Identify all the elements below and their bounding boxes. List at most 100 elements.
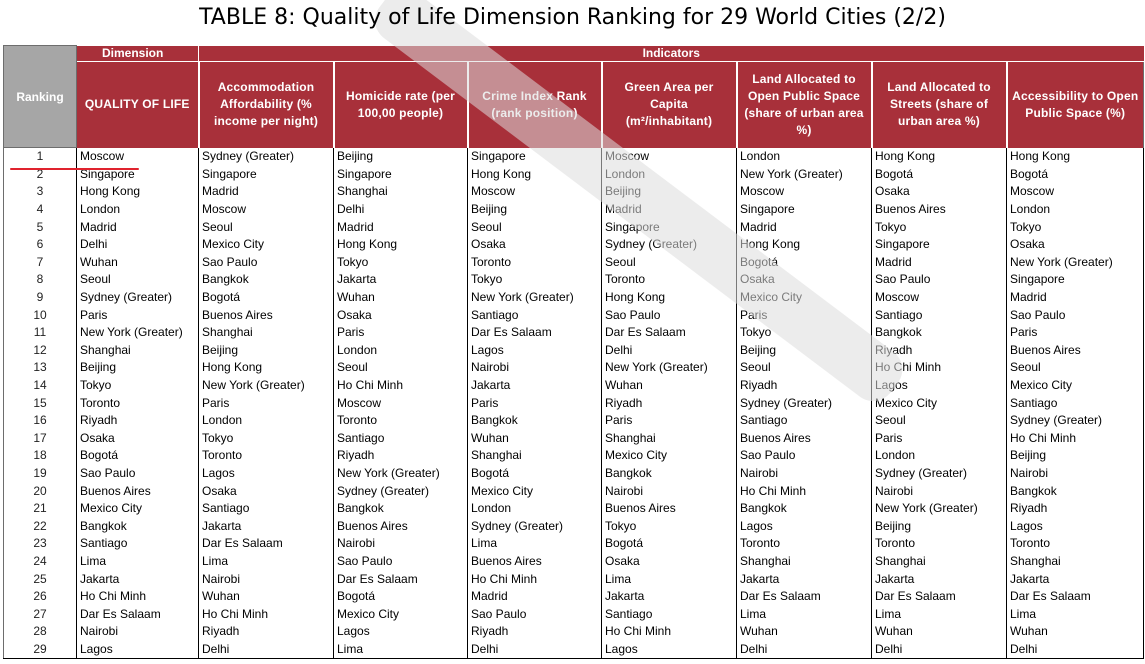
- city-cell: Ho Chi Minh: [871, 359, 1007, 377]
- rank-cell: 8: [3, 271, 77, 289]
- city-cell: Delhi: [736, 640, 872, 660]
- city-cell: Sao Paulo: [871, 271, 1007, 289]
- ranking-table: Ranking Dimension Indicators QUALITY OF …: [3, 45, 1144, 660]
- city-cell: Sao Paulo: [467, 605, 602, 624]
- city-cell: Sydney (Greater): [76, 288, 199, 307]
- city-cell: Jakarta: [76, 570, 199, 588]
- city-cell: Ho Chi Minh: [736, 482, 872, 500]
- city-cell: Ho Chi Minh: [76, 587, 199, 606]
- city-cell: Delhi: [871, 640, 1007, 660]
- city-cell: Sydney (Greater): [871, 464, 1007, 483]
- city-cell: Singapore: [601, 218, 737, 236]
- highlight-underline: [10, 168, 139, 170]
- table-row: 19 Sao Paulo Lagos New York (Greater) Bogotá…: [3, 464, 1144, 483]
- city-cell: Bangkok: [198, 271, 334, 289]
- rank-cell: 12: [3, 341, 77, 360]
- city-cell: Dar Es Salaam: [467, 323, 602, 342]
- city-cell: Jakarta: [871, 570, 1007, 588]
- city-cell: Toronto: [333, 411, 468, 430]
- city-cell: Seoul: [601, 253, 737, 272]
- city-cell: Hong Kong: [601, 288, 737, 307]
- table-row: 17 Osaka Tokyo Santiago Wuhan Shanghai Buenos …: [3, 429, 1144, 448]
- city-cell: Sao Paulo: [601, 306, 737, 324]
- city-cell: Paris: [1006, 323, 1144, 342]
- city-cell: Tokyo: [467, 271, 602, 289]
- rank-cell: 6: [3, 235, 77, 254]
- city-cell: Shanghai: [467, 447, 602, 465]
- city-cell: Hong Kong: [198, 359, 334, 377]
- rank-cell: 1: [3, 147, 77, 166]
- city-cell: Moscow: [333, 394, 468, 412]
- city-cell: Hong Kong: [467, 165, 602, 184]
- city-cell: Nairobi: [871, 482, 1007, 500]
- city-cell: Seoul: [333, 359, 468, 377]
- city-cell: Madrid: [333, 218, 468, 236]
- rank-cell: 5: [3, 218, 77, 236]
- city-cell: Moscow: [76, 147, 199, 166]
- city-cell: Santiago: [198, 499, 334, 518]
- city-cell: Ho Chi Minh: [198, 605, 334, 624]
- city-cell: Singapore: [333, 165, 468, 184]
- city-cell: Mexico City: [333, 605, 468, 624]
- table-row: 5 Madrid Seoul Madrid Seoul Singapore Madrid To…: [3, 218, 1144, 236]
- city-cell: Lagos: [76, 640, 199, 660]
- city-cell: Madrid: [198, 183, 334, 201]
- city-cell: Lima: [198, 552, 334, 571]
- city-cell: Paris: [76, 306, 199, 324]
- city-cell: Toronto: [736, 535, 872, 553]
- city-cell: Seoul: [198, 218, 334, 236]
- city-cell: Toronto: [601, 271, 737, 289]
- city-cell: Jakarta: [601, 587, 737, 606]
- table-row: 22 Bangkok Jakarta Buenos Aires Sydney (Grea…: [3, 517, 1144, 536]
- column-header-crime-index-rank: Crime Index Rank (rank position): [467, 61, 603, 148]
- city-cell: Lima: [601, 570, 737, 588]
- city-cell: Toronto: [871, 535, 1007, 553]
- city-cell: Sydney (Greater): [736, 394, 872, 412]
- city-cell: New York (Greater): [1006, 253, 1144, 272]
- table-row: 20 Buenos Aires Osaka Sydney (Greater) Mexic…: [3, 482, 1144, 500]
- city-cell: Toronto: [467, 253, 602, 272]
- city-cell: Mexico City: [736, 288, 872, 307]
- city-cell: Shanghai: [1006, 552, 1144, 571]
- city-cell: Sao Paulo: [1006, 306, 1144, 324]
- city-cell: Ho Chi Minh: [467, 570, 602, 588]
- city-cell: Osaka: [736, 271, 872, 289]
- city-cell: Buenos Aires: [198, 306, 334, 324]
- rank-cell: 23: [3, 535, 77, 553]
- city-cell: Bangkok: [736, 499, 872, 518]
- table-row: 12 Shanghai Beijing London Lagos Delhi Beijing…: [3, 341, 1144, 360]
- city-cell: Hong Kong: [333, 235, 468, 254]
- city-cell: Beijing: [736, 341, 872, 360]
- city-cell: Seoul: [871, 411, 1007, 430]
- city-cell: Nairobi: [736, 464, 872, 483]
- rank-cell: 7: [3, 253, 77, 272]
- table-row: 16 Riyadh London Toronto Bangkok Paris Santiag…: [3, 411, 1144, 430]
- city-cell: Shanghai: [871, 552, 1007, 571]
- dimension-header: Dimension: [76, 45, 199, 62]
- city-cell: Ho Chi Minh: [1006, 429, 1144, 448]
- city-cell: Osaka: [198, 482, 334, 500]
- city-cell: Jakarta: [1006, 570, 1144, 588]
- city-cell: Lima: [467, 535, 602, 553]
- rank-cell: 18: [3, 447, 77, 465]
- city-cell: Dar Es Salaam: [198, 535, 334, 553]
- rank-cell: 19: [3, 464, 77, 483]
- city-cell: London: [1006, 200, 1144, 219]
- city-cell: Delhi: [1006, 640, 1144, 660]
- city-cell: Riyadh: [736, 376, 872, 395]
- city-cell: Lagos: [198, 464, 334, 483]
- table-row: 23 Santiago Dar Es Salaam Nairobi Lima Bogotá…: [3, 535, 1144, 553]
- column-header-streets: Land Allocated to Streets (share of urba…: [871, 61, 1008, 148]
- city-cell: Sao Paulo: [76, 464, 199, 483]
- city-cell: Bangkok: [601, 464, 737, 483]
- city-cell: Santiago: [333, 429, 468, 448]
- city-cell: London: [333, 341, 468, 360]
- city-cell: Madrid: [1006, 288, 1144, 307]
- city-cell: Hong Kong: [76, 183, 199, 201]
- city-cell: Lima: [76, 552, 199, 571]
- city-cell: Sao Paulo: [333, 552, 468, 571]
- city-cell: London: [76, 200, 199, 219]
- city-cell: Nairobi: [601, 482, 737, 500]
- city-cell: Toronto: [198, 447, 334, 465]
- city-cell: Lagos: [467, 341, 602, 360]
